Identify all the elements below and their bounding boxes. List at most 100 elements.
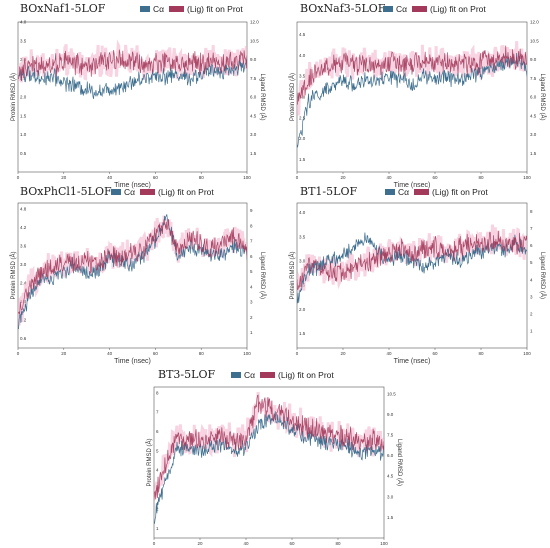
panel-title: BOxPhCl1-5LOF bbox=[20, 185, 112, 198]
y-left-tick-label: 3.5 bbox=[299, 234, 306, 239]
x-tick-label: 80 bbox=[478, 351, 484, 356]
x-axis-label: Time (nsec) bbox=[394, 358, 431, 365]
x-tick-label: 40 bbox=[386, 351, 392, 356]
y-right-tick-label: 4.5 bbox=[250, 113, 257, 118]
y-right-tick-label: 1.5 bbox=[387, 515, 394, 520]
legend-ca-label: Cα bbox=[244, 370, 255, 380]
legend-ca-label: Cα bbox=[396, 4, 407, 14]
y-left-axis-label: Protein RMSD (Å) bbox=[146, 438, 153, 486]
y-right-tick-label: 9 bbox=[250, 208, 253, 213]
y-left-tick-label: 6 bbox=[156, 429, 159, 434]
y-right-tick-label: 10.5 bbox=[250, 38, 259, 43]
legend-ca-swatch bbox=[383, 6, 393, 12]
y-left-tick-label: 7 bbox=[156, 410, 159, 415]
y-left-tick-label: 1 bbox=[156, 526, 159, 531]
x-tick-label: 60 bbox=[153, 175, 159, 180]
legend-ca-label: Cα bbox=[124, 187, 135, 197]
x-tick-label: 80 bbox=[478, 175, 484, 180]
y-right-tick-label: 4 bbox=[250, 284, 253, 289]
y-left-tick-label: 4.0 bbox=[20, 20, 27, 25]
y-right-tick-label: 9.0 bbox=[530, 57, 537, 62]
y-left-axis-label: Protein RMSD (Å) bbox=[289, 73, 296, 121]
lig-series-line bbox=[18, 219, 247, 315]
x-tick-label: 60 bbox=[432, 175, 438, 180]
y-right-tick-label: 7 bbox=[530, 226, 533, 231]
y-right-tick-label: 3.0 bbox=[387, 494, 394, 499]
legend-ca-label: Cα bbox=[398, 187, 409, 197]
x-tick-label: 0 bbox=[296, 351, 299, 356]
y-left-tick-label: 3.0 bbox=[299, 259, 306, 264]
legend-lig-label: (Lig) fit on Prot bbox=[278, 370, 334, 380]
x-tick-label: 100 bbox=[380, 541, 388, 546]
panel-2: BOxNaf3-5LOF Cα (Lig) fit on Prot 0 20 40 60 80… bbox=[289, 2, 546, 189]
y-right-axis-label: Ligand RMSD (Å) bbox=[259, 252, 266, 299]
y-right-tick-label: 4.5 bbox=[530, 113, 537, 118]
legend-lig-swatch bbox=[412, 6, 427, 12]
legend-lig-swatch bbox=[260, 372, 275, 378]
y-right-tick-label: 8 bbox=[530, 209, 533, 214]
lig-series-line bbox=[297, 230, 527, 290]
y-right-tick-label: 3.0 bbox=[530, 132, 537, 137]
x-tick-label: 20 bbox=[61, 175, 67, 180]
x-tick-label: 80 bbox=[199, 351, 205, 356]
x-tick-label: 0 bbox=[17, 175, 20, 180]
y-right-tick-label: 3 bbox=[530, 294, 533, 299]
legend-lig-swatch bbox=[140, 189, 155, 195]
y-right-tick-label: 9.0 bbox=[250, 57, 257, 62]
x-tick-label: 20 bbox=[197, 541, 203, 546]
x-tick-label: 20 bbox=[340, 351, 346, 356]
panel-title: BT3-5LOF bbox=[158, 368, 215, 381]
y-right-axis-label: Ligand RMSD (Å) bbox=[259, 73, 266, 120]
panel-title: BOxNaf3-5LOF bbox=[300, 2, 386, 15]
x-tick-label: 60 bbox=[289, 541, 295, 546]
ca-series-line bbox=[18, 57, 247, 100]
y-left-axis-label: Protein RMSD (Å) bbox=[10, 251, 17, 299]
legend-ca-swatch bbox=[231, 372, 241, 378]
y-right-tick-label: 1 bbox=[250, 330, 253, 335]
y-left-tick-label: 8 bbox=[156, 390, 159, 395]
legend-lig-label: (Lig) fit on Prot bbox=[187, 4, 243, 14]
y-right-tick-label: 1.5 bbox=[250, 151, 257, 156]
x-tick-label: 20 bbox=[61, 351, 67, 356]
y-left-tick-label: 2.0 bbox=[299, 307, 306, 312]
panel-4: BT1-5LOF Cα (Lig) fit on Prot 0 20 40 60 80 100 T… bbox=[289, 185, 546, 365]
y-left-axis-label: Protein RMSD (Å) bbox=[10, 73, 17, 121]
x-tick-label: 100 bbox=[523, 351, 531, 356]
x-tick-label: 60 bbox=[153, 351, 159, 356]
panel-1: BOxNaf1-5LOF Cα (Lig) fit on Prot 0 20 40 60 80… bbox=[10, 2, 266, 189]
legend: Cα (Lig) fit on Prot bbox=[140, 4, 243, 14]
x-tick-label: 0 bbox=[17, 351, 20, 356]
y-right-tick-label: 4 bbox=[530, 277, 533, 282]
legend: Cα (Lig) fit on Prot bbox=[231, 370, 334, 380]
y-right-tick-label: 6 bbox=[250, 254, 253, 259]
y-right-tick-label: 8 bbox=[250, 223, 253, 228]
y-right-axis-label: Ligand RMSD (Å) bbox=[539, 252, 546, 299]
x-tick-label: 100 bbox=[243, 351, 251, 356]
y-left-tick-label: 2.0 bbox=[20, 95, 27, 100]
ca-series-line bbox=[297, 52, 527, 148]
y-left-tick-label: 4 bbox=[156, 468, 159, 473]
y-left-tick-label: 4.0 bbox=[299, 210, 306, 215]
x-tick-label: 0 bbox=[153, 541, 156, 546]
y-right-tick-label: 6 bbox=[530, 243, 533, 248]
y-left-tick-label: 3.0 bbox=[20, 262, 27, 267]
y-left-axis-label: Protein RMSD (Å) bbox=[289, 251, 296, 299]
legend-ca-label: Cα bbox=[153, 4, 164, 14]
panel-title: BOxNaf1-5LOF bbox=[20, 2, 106, 15]
y-left-tick-label: 2.4 bbox=[20, 281, 27, 286]
y-right-tick-label: 5 bbox=[530, 260, 533, 265]
x-axis-label: Time (nsec) bbox=[394, 182, 431, 189]
legend-lig-swatch bbox=[169, 6, 184, 12]
y-left-tick-label: 1.5 bbox=[299, 157, 306, 162]
x-tick-label: 80 bbox=[335, 541, 341, 546]
ca-series-line bbox=[18, 214, 247, 330]
y-left-tick-label: 1.5 bbox=[20, 113, 27, 118]
y-right-tick-label: 7 bbox=[250, 239, 253, 244]
legend: Cα (Lig) fit on Prot bbox=[111, 187, 214, 197]
y-right-tick-label: 10.5 bbox=[530, 38, 539, 43]
plot-area bbox=[17, 21, 248, 173]
y-left-tick-label: 2.5 bbox=[299, 115, 306, 120]
y-left-tick-label: 3.5 bbox=[20, 38, 27, 43]
y-right-tick-label: 7.5 bbox=[250, 76, 257, 81]
